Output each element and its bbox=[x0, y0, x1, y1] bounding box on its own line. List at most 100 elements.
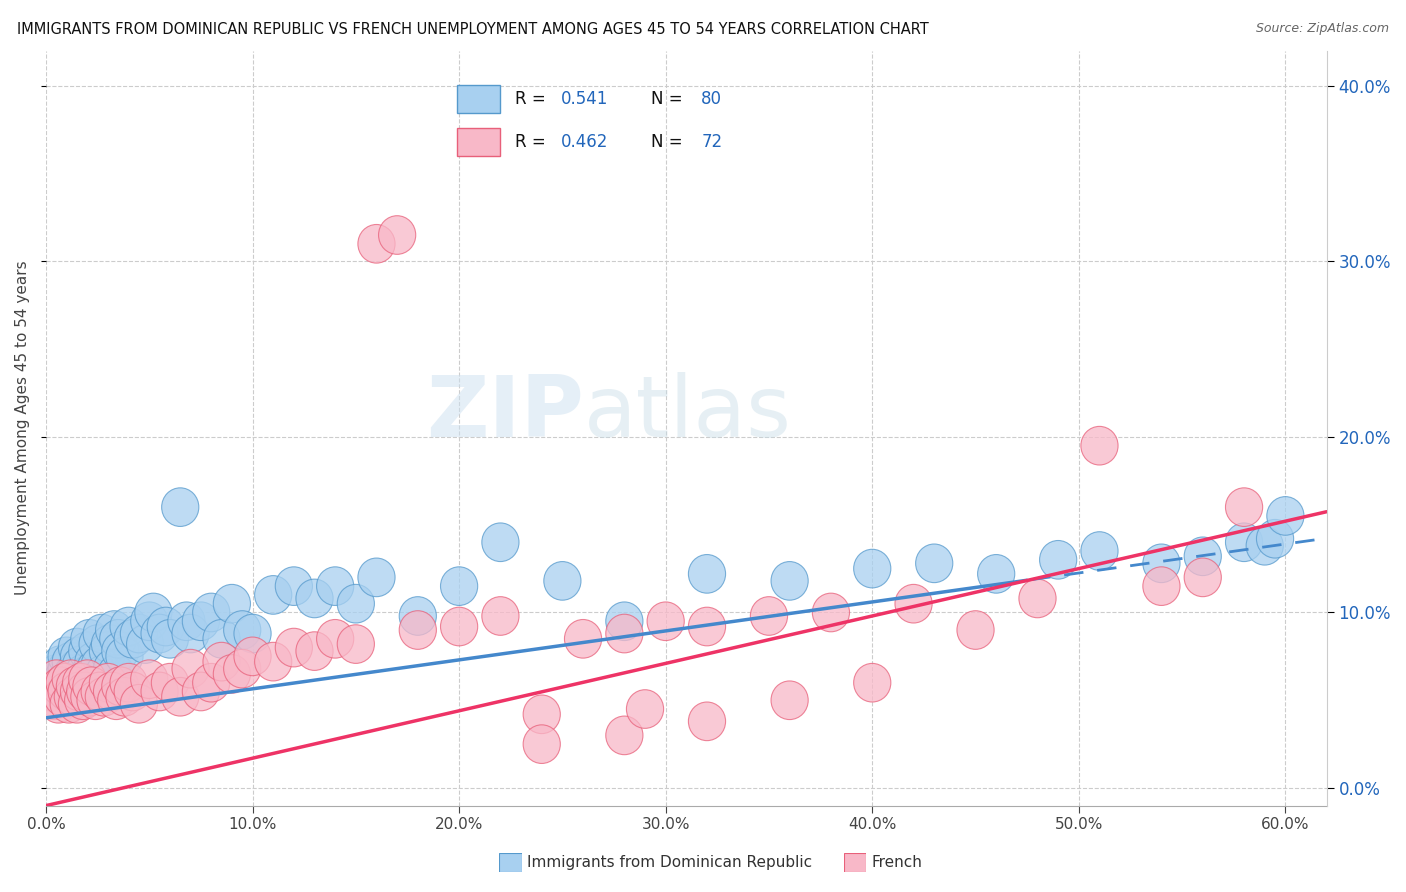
Ellipse shape bbox=[214, 655, 250, 693]
Ellipse shape bbox=[224, 649, 260, 688]
Ellipse shape bbox=[52, 642, 90, 681]
Ellipse shape bbox=[1267, 497, 1303, 535]
Ellipse shape bbox=[337, 624, 374, 664]
Ellipse shape bbox=[35, 681, 73, 720]
Ellipse shape bbox=[48, 673, 86, 711]
Ellipse shape bbox=[55, 655, 91, 693]
Ellipse shape bbox=[254, 642, 292, 681]
Ellipse shape bbox=[378, 216, 416, 254]
Ellipse shape bbox=[60, 673, 97, 711]
Ellipse shape bbox=[114, 673, 152, 711]
Ellipse shape bbox=[31, 673, 69, 711]
Ellipse shape bbox=[1226, 523, 1263, 562]
Ellipse shape bbox=[121, 684, 157, 723]
Ellipse shape bbox=[770, 681, 808, 720]
Ellipse shape bbox=[82, 673, 118, 711]
Ellipse shape bbox=[127, 624, 163, 664]
Ellipse shape bbox=[46, 664, 83, 702]
Ellipse shape bbox=[79, 624, 117, 664]
Ellipse shape bbox=[62, 664, 100, 702]
Ellipse shape bbox=[35, 664, 73, 702]
Ellipse shape bbox=[62, 646, 100, 684]
Ellipse shape bbox=[751, 597, 787, 635]
Ellipse shape bbox=[1081, 532, 1118, 570]
Ellipse shape bbox=[167, 602, 205, 640]
Ellipse shape bbox=[214, 584, 250, 623]
Ellipse shape bbox=[853, 664, 891, 702]
Ellipse shape bbox=[1184, 537, 1222, 575]
Ellipse shape bbox=[135, 593, 172, 632]
Ellipse shape bbox=[813, 593, 849, 632]
Ellipse shape bbox=[56, 667, 93, 706]
Text: Immigrants from Dominican Republic: Immigrants from Dominican Republic bbox=[527, 855, 813, 870]
Text: IMMIGRANTS FROM DOMINICAN REPUBLIC VS FRENCH UNEMPLOYMENT AMONG AGES 45 TO 54 YE: IMMIGRANTS FROM DOMINICAN REPUBLIC VS FR… bbox=[17, 22, 928, 37]
Ellipse shape bbox=[60, 637, 97, 675]
Ellipse shape bbox=[915, 544, 953, 582]
Ellipse shape bbox=[51, 684, 87, 723]
Ellipse shape bbox=[97, 681, 135, 720]
Ellipse shape bbox=[52, 660, 90, 698]
Ellipse shape bbox=[224, 611, 260, 649]
Ellipse shape bbox=[1246, 526, 1284, 565]
Ellipse shape bbox=[70, 677, 108, 716]
Ellipse shape bbox=[73, 664, 110, 702]
Text: atlas: atlas bbox=[583, 372, 792, 455]
Ellipse shape bbox=[233, 615, 271, 653]
Ellipse shape bbox=[65, 655, 101, 693]
Ellipse shape bbox=[977, 555, 1015, 593]
Y-axis label: Unemployment Among Ages 45 to 54 years: Unemployment Among Ages 45 to 54 years bbox=[15, 260, 30, 596]
Ellipse shape bbox=[152, 620, 188, 658]
Ellipse shape bbox=[39, 667, 77, 706]
Ellipse shape bbox=[51, 664, 87, 702]
Ellipse shape bbox=[295, 579, 333, 618]
Ellipse shape bbox=[183, 602, 219, 640]
Ellipse shape bbox=[606, 615, 643, 653]
Ellipse shape bbox=[359, 558, 395, 597]
Ellipse shape bbox=[627, 690, 664, 729]
Ellipse shape bbox=[66, 667, 104, 706]
Ellipse shape bbox=[131, 602, 167, 640]
Ellipse shape bbox=[1184, 558, 1222, 597]
Ellipse shape bbox=[276, 566, 312, 606]
Ellipse shape bbox=[853, 549, 891, 588]
Ellipse shape bbox=[152, 664, 188, 702]
Ellipse shape bbox=[69, 660, 105, 698]
Ellipse shape bbox=[202, 620, 240, 658]
Ellipse shape bbox=[162, 488, 198, 526]
Ellipse shape bbox=[399, 597, 436, 635]
Ellipse shape bbox=[295, 632, 333, 671]
Ellipse shape bbox=[70, 620, 108, 658]
Ellipse shape bbox=[73, 667, 110, 706]
Ellipse shape bbox=[114, 620, 152, 658]
Ellipse shape bbox=[689, 555, 725, 593]
Ellipse shape bbox=[91, 624, 128, 664]
Ellipse shape bbox=[1257, 519, 1294, 558]
Ellipse shape bbox=[77, 649, 114, 688]
Ellipse shape bbox=[105, 637, 143, 675]
Ellipse shape bbox=[202, 642, 240, 681]
Ellipse shape bbox=[172, 615, 209, 653]
Ellipse shape bbox=[399, 611, 436, 649]
Ellipse shape bbox=[77, 681, 114, 720]
Ellipse shape bbox=[770, 562, 808, 600]
Ellipse shape bbox=[121, 615, 157, 653]
Ellipse shape bbox=[316, 566, 354, 606]
Ellipse shape bbox=[148, 607, 184, 646]
Ellipse shape bbox=[93, 649, 131, 688]
Ellipse shape bbox=[523, 725, 561, 764]
Ellipse shape bbox=[276, 628, 312, 667]
Ellipse shape bbox=[48, 637, 86, 675]
Ellipse shape bbox=[70, 655, 108, 693]
Ellipse shape bbox=[254, 575, 292, 615]
Ellipse shape bbox=[523, 695, 561, 733]
Ellipse shape bbox=[66, 673, 104, 711]
Ellipse shape bbox=[482, 597, 519, 635]
Ellipse shape bbox=[42, 667, 79, 706]
Ellipse shape bbox=[38, 655, 75, 693]
Ellipse shape bbox=[86, 677, 122, 716]
Ellipse shape bbox=[359, 225, 395, 263]
Ellipse shape bbox=[440, 607, 478, 646]
Ellipse shape bbox=[1019, 579, 1056, 618]
Ellipse shape bbox=[86, 655, 122, 693]
Text: Source: ZipAtlas.com: Source: ZipAtlas.com bbox=[1256, 22, 1389, 36]
